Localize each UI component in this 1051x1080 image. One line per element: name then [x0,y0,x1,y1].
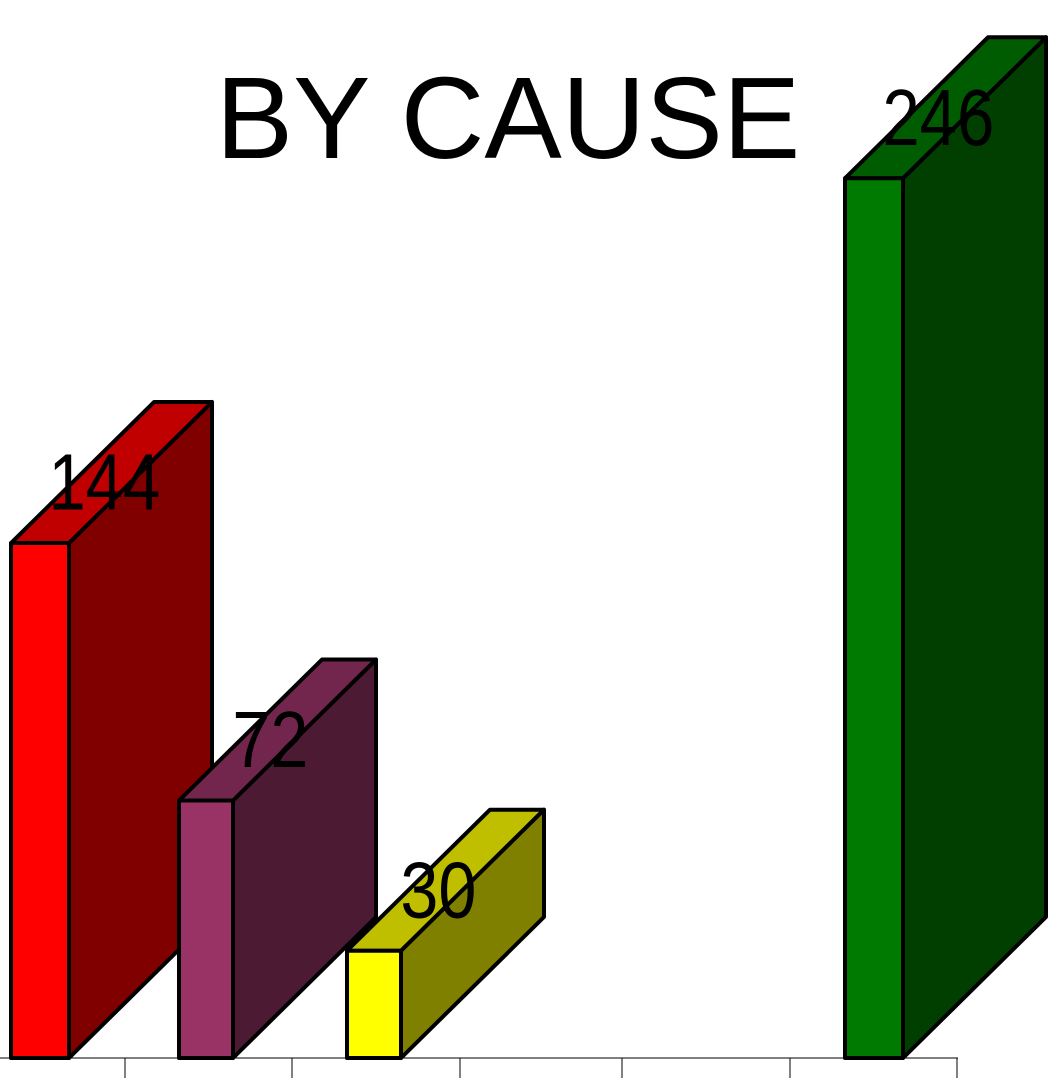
bar-1 [9,400,214,1060]
data-label-2: 72 [232,695,308,784]
bar-2 [177,657,378,1060]
bar-front-face [345,948,403,1060]
bar-5 [843,35,1048,1060]
x-axis [0,1057,958,1078]
bar-side-face [901,35,1048,1060]
bars-group [9,35,1048,1060]
chart-title: BY CAUSE [216,53,801,183]
data-label-5: 246 [882,73,994,162]
bar-front-face [177,798,235,1060]
bar-front-face [843,176,905,1060]
data-label-1: 144 [48,438,160,527]
data-labels-group: 144 72 30 246 [48,73,994,934]
data-label-3: 30 [400,845,476,934]
bar-front-face [9,541,71,1060]
bar-3 [345,807,546,1060]
